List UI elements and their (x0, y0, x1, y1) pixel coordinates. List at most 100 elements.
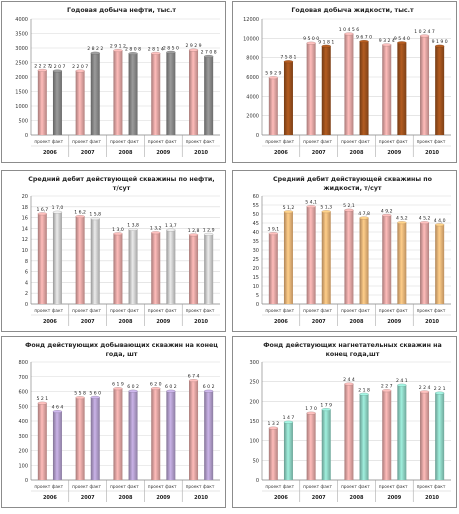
bar (113, 50, 123, 135)
bar (128, 229, 138, 304)
bar-type-label: проект (34, 309, 50, 314)
bar-type-label: факт (321, 139, 333, 145)
bar-cap (188, 48, 199, 52)
bar-type-label: проект (72, 485, 88, 490)
bar-type-label: проект (72, 309, 88, 314)
data-label: 1 5,8 (89, 212, 101, 218)
y-tick-label: 6000 (246, 75, 259, 81)
chart-title: Фонд действующих нагнетательных скважин … (263, 341, 441, 349)
bar (268, 77, 278, 135)
bar-cap (151, 231, 161, 235)
chart-1: Годовая добыча нефти, тыс.т 0 500 1000 1500 2… (1, 1, 226, 163)
y-tick-label: 250 (249, 380, 259, 386)
bar (52, 411, 62, 480)
y-tick-label: 0 (25, 478, 28, 484)
data-label: 5 2 1 (36, 396, 48, 402)
bar-cap (166, 228, 176, 232)
data-label: 2 8 5 0 (163, 45, 179, 51)
bar-cap (283, 420, 294, 424)
y-tick-label: 400 (18, 419, 28, 425)
bar-cap (359, 40, 369, 43)
bar-cap (382, 213, 392, 217)
bar (151, 53, 161, 136)
data-label: 4 5,2 (396, 216, 408, 222)
y-tick-label: 0 (256, 302, 259, 308)
x-tick-label: 2009 (387, 495, 401, 501)
bar-cap (419, 390, 430, 394)
bar (90, 397, 100, 480)
bar-type-label: факт (52, 308, 64, 314)
data-label: 1 3,2 (150, 226, 162, 232)
x-tick-label: 2006 (43, 319, 57, 325)
bar (52, 70, 62, 135)
bar (435, 224, 445, 304)
y-tick-label: 800 (18, 360, 28, 366)
x-tick-label: 2009 (156, 319, 170, 325)
bar-cap (382, 43, 392, 47)
x-tick-label: 2010 (194, 150, 208, 156)
bar-cap (188, 233, 199, 237)
bar (90, 53, 100, 135)
bar-type-label: проект (34, 140, 50, 145)
bar-type-label: проект (341, 485, 357, 490)
x-tick-label: 2007 (81, 150, 95, 156)
bar (321, 211, 331, 304)
bar-type-label: факт (90, 308, 102, 314)
data-label: 6 0 2 (203, 384, 215, 390)
bar-cap (268, 76, 278, 80)
bar-type-label: факт (165, 308, 177, 314)
y-tick-label: 45 (253, 221, 259, 227)
bar-cap (166, 50, 176, 54)
bar (420, 35, 430, 136)
bar-cap (151, 51, 161, 55)
data-label: 2 8 2 2 (87, 46, 103, 52)
y-tick-label: 4000 (246, 94, 259, 100)
bar-type-label: проект (148, 309, 164, 314)
bar-cap (75, 69, 85, 73)
bar-cap (52, 69, 63, 73)
x-tick-label: 2009 (156, 495, 170, 501)
bar (344, 33, 354, 135)
bar-type-label: проект (265, 140, 281, 145)
bar (204, 56, 214, 135)
bar-type-label: факт (90, 484, 102, 490)
y-tick-label: 600 (18, 390, 28, 396)
bar-cap (52, 210, 63, 214)
y-tick-label: 2500 (15, 61, 28, 67)
y-tick-label: 2000 (246, 114, 259, 120)
bar-cap (359, 392, 369, 396)
bar (306, 206, 316, 304)
bar-type-label: факт (203, 139, 215, 145)
x-tick-label: 2007 (312, 319, 326, 325)
bar-type-label: факт (283, 308, 295, 314)
bar-type-label: проект (379, 309, 395, 314)
data-label: 2 9 2 9 (186, 43, 202, 49)
bar (382, 215, 392, 304)
x-tick-label: 2010 (425, 319, 439, 325)
data-label: 6 2 0 (150, 382, 162, 388)
chart-title: жидкости, т/сут (323, 185, 382, 192)
chart-title: конец года,шт (326, 351, 380, 358)
data-label: 9 1 9 0 (432, 39, 448, 45)
bar-cap (359, 216, 369, 220)
data-label: 6 1 9 (112, 382, 124, 388)
data-label: 5 5 8 (74, 391, 86, 397)
data-label: 9 6 7 0 (356, 35, 372, 41)
data-label: 1 7,0 (52, 205, 64, 211)
chart-title: Средний дебит действующей скважины по не… (28, 175, 214, 183)
bar-type-label: факт (396, 308, 408, 314)
bar-type-label: проект (186, 485, 202, 490)
data-label: 2 4 4 (343, 377, 355, 383)
bar-cap (128, 228, 138, 231)
bar (37, 70, 47, 135)
bar-cap (37, 68, 47, 72)
x-tick-label: 2007 (312, 495, 326, 501)
x-tick-label: 2008 (350, 319, 364, 325)
bar (321, 409, 331, 480)
bar-type-label: проект (265, 485, 281, 490)
bar (128, 391, 138, 480)
y-tick-label: 200 (18, 449, 28, 455)
x-tick-label: 2008 (119, 495, 133, 501)
bar-type-label: факт (52, 139, 64, 145)
bar-cap (435, 391, 445, 395)
